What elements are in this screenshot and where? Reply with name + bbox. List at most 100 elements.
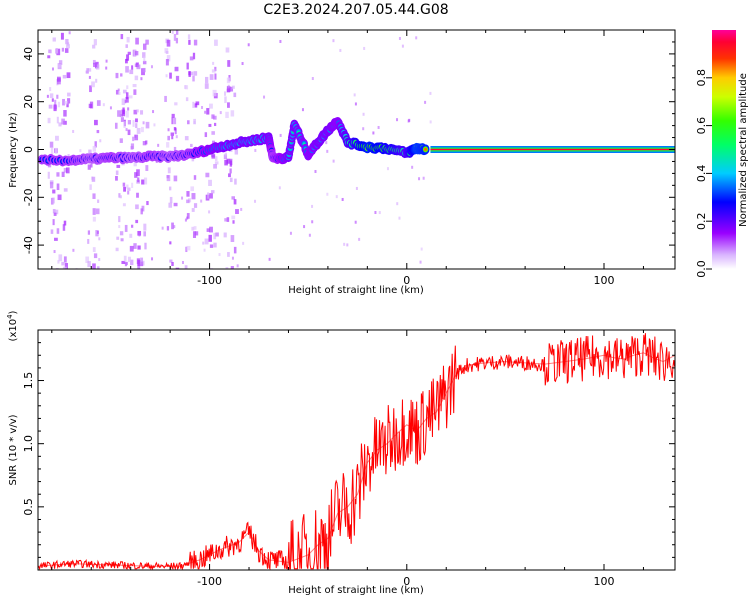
background-speckle xyxy=(164,48,169,54)
background-speckle xyxy=(56,228,60,234)
spectrogram-data xyxy=(38,30,675,269)
background-speckle xyxy=(166,175,171,182)
background-speckle xyxy=(89,184,92,190)
background-speckle xyxy=(171,222,174,230)
background-speckle xyxy=(192,52,196,60)
colorbar-label: Normalized spectral amplitude xyxy=(738,73,749,227)
background-speckle xyxy=(223,154,228,160)
background-speckle xyxy=(116,164,121,168)
background-speckle xyxy=(87,164,91,170)
background-speckle xyxy=(166,39,171,47)
background-speckle xyxy=(173,175,178,182)
background-speckle xyxy=(211,114,215,119)
background-speckle xyxy=(142,121,145,125)
background-speckle xyxy=(213,242,217,248)
background-speckle xyxy=(115,170,119,176)
background-speckle xyxy=(193,71,198,76)
background-speckle xyxy=(58,63,62,68)
snr-series-line xyxy=(38,333,675,570)
background-speckle xyxy=(224,96,227,104)
background-speckle xyxy=(374,210,377,214)
background-speckle xyxy=(206,228,210,232)
background-speckle xyxy=(242,241,245,245)
background-speckle xyxy=(140,208,143,215)
background-speckle xyxy=(223,232,227,238)
background-speckle xyxy=(133,243,137,249)
background-speckle xyxy=(50,229,54,234)
background-speckle xyxy=(210,190,215,194)
background-speckle xyxy=(208,234,212,242)
background-speckle xyxy=(186,213,190,219)
background-speckle xyxy=(206,108,210,115)
background-speckle xyxy=(125,44,128,48)
background-speckle xyxy=(85,70,88,74)
background-speckle xyxy=(88,68,92,72)
background-speckle xyxy=(88,149,92,156)
background-speckle xyxy=(140,77,143,81)
background-speckle xyxy=(165,50,169,54)
background-speckle xyxy=(143,177,148,185)
background-speckle xyxy=(105,59,108,63)
background-speckle xyxy=(175,267,180,269)
background-speckle xyxy=(52,37,56,42)
background-speckle xyxy=(343,242,346,246)
background-speckle xyxy=(90,162,93,168)
background-speckle xyxy=(133,89,137,95)
background-speckle xyxy=(129,233,133,238)
background-speckle xyxy=(233,92,237,98)
background-speckle xyxy=(201,105,204,109)
background-speckle xyxy=(131,65,134,70)
background-speckle xyxy=(358,237,361,241)
background-speckle xyxy=(132,120,135,127)
background-speckle xyxy=(121,98,125,106)
background-speckle xyxy=(92,247,96,252)
x-tick-label: -100 xyxy=(197,274,222,287)
background-speckle xyxy=(171,117,174,125)
background-speckle xyxy=(68,31,71,35)
background-speckle xyxy=(122,182,126,187)
background-speckle xyxy=(401,44,404,48)
background-speckle xyxy=(224,152,227,157)
background-speckle xyxy=(150,65,153,69)
background-speckle xyxy=(225,267,229,269)
background-speckle xyxy=(175,30,179,35)
background-speckle xyxy=(87,230,91,235)
background-speckle xyxy=(135,37,139,45)
snr-envelope xyxy=(38,352,675,567)
background-speckle xyxy=(62,74,67,79)
background-speckle xyxy=(254,148,257,152)
background-speckle xyxy=(171,30,174,34)
background-speckle xyxy=(325,141,328,145)
background-speckle xyxy=(341,197,344,201)
background-speckle xyxy=(47,117,51,124)
background-speckle xyxy=(185,246,188,253)
background-speckle xyxy=(56,76,61,82)
colorbar-tick-label: 0.8 xyxy=(695,69,708,87)
background-speckle xyxy=(140,257,144,265)
background-speckle xyxy=(311,204,314,208)
background-speckle xyxy=(166,55,171,62)
background-speckle xyxy=(62,224,66,231)
background-speckle xyxy=(190,143,193,148)
background-speckle xyxy=(52,219,55,226)
background-speckle xyxy=(186,199,190,204)
background-speckle xyxy=(227,252,230,257)
background-speckle xyxy=(96,230,99,234)
background-speckle xyxy=(94,119,98,126)
background-speckle xyxy=(143,231,147,237)
background-speckle xyxy=(212,61,215,65)
background-speckle xyxy=(224,91,227,96)
background-speckle xyxy=(92,208,96,215)
background-speckle xyxy=(209,103,213,109)
background-speckle xyxy=(240,207,243,211)
background-speckle xyxy=(95,64,100,70)
background-speckle xyxy=(92,59,96,65)
background-speckle xyxy=(54,209,59,215)
background-speckle xyxy=(115,247,119,252)
background-speckle xyxy=(171,135,174,140)
background-speckle xyxy=(125,92,129,100)
background-speckle xyxy=(140,110,144,115)
background-speckle xyxy=(52,208,56,214)
background-speckle xyxy=(127,190,130,195)
background-speckle xyxy=(48,104,53,109)
